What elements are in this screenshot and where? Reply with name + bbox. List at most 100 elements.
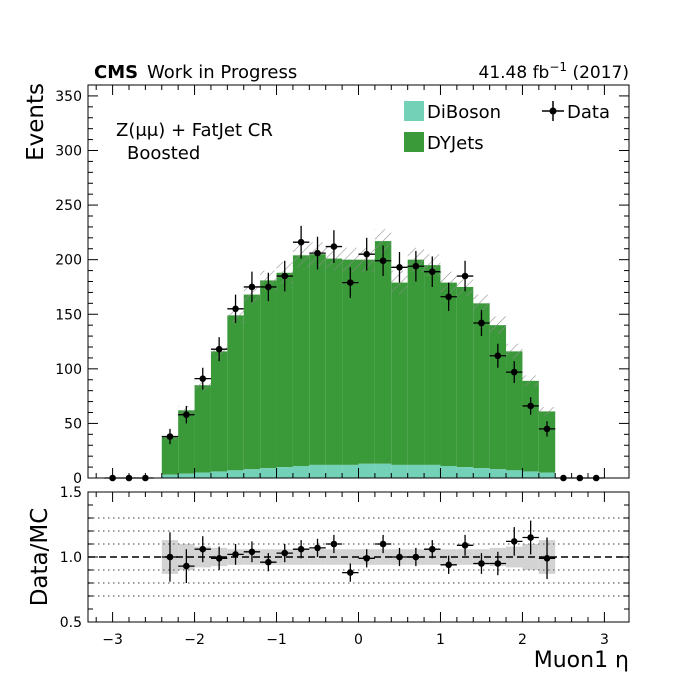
main-panel: 0 50 100 150 200 250 300 350 [55,84,630,487]
y-tick-label: 350 [55,89,82,105]
bar-dyjets [538,411,556,473]
ratio-point [396,553,403,561]
y-tick-label: 150 [55,307,82,323]
bar-dyjets [473,303,490,469]
legend-label-diboson: DiBoson [427,102,501,123]
bar-diboson [260,468,277,478]
bar-diboson [342,464,359,478]
ratio-point [183,562,190,570]
data-point [297,238,305,246]
ratio-uncertainty-band [342,549,359,565]
ratio-point [347,569,354,576]
bar-diboson [194,472,211,478]
bar-diboson [456,467,474,478]
x-tick-label: 0 [354,632,363,648]
bar-diboson [440,465,457,478]
bar-dyjets [161,436,179,475]
bar-dyjets [276,272,293,468]
data-point [347,279,354,286]
bar-diboson [309,464,326,478]
uncertainty-band [522,375,539,387]
ratio-point [445,561,452,569]
bar-diboson [178,473,195,478]
y-tick-label: 250 [55,198,82,214]
bar-dyjets [260,280,277,469]
data-point [396,264,403,271]
bar-dyjets [391,282,408,465]
ratio-point [330,540,338,548]
bar-dyjets [325,258,343,465]
y-tick-label: 200 [55,253,82,269]
bar-diboson [276,467,293,478]
bar-diboson [210,471,228,478]
ratio-y-axis-title: Data/MC [27,508,53,607]
ratio-point [199,545,207,553]
legend-label-data: Data [567,102,610,123]
data-point [527,402,534,410]
bar-dyjets [407,259,425,465]
data-point [478,319,485,327]
ratio-point [314,544,321,552]
lumi-label: 41.48 fb−1 (2017) [479,60,630,83]
x-tick-label: −1 [266,632,287,648]
x-tick-label: 1 [436,632,445,648]
lumi-exponent: −1 [549,60,567,74]
ratio-y-tick-label: 1.0 [60,550,82,566]
ratio-point [166,553,174,561]
bar-dyjets [227,315,244,471]
bar-diboson [489,469,507,478]
bar-diboson [424,464,441,478]
y-tick-label: 0 [73,471,82,487]
legend-swatch-diboson [404,101,424,121]
bar-dyjets [489,325,507,470]
region-sublabel: Boosted [127,143,200,164]
region-label: Z(μμ) + FatJet CR [116,120,273,141]
x-tick-label: −2 [184,632,205,648]
ratio-point [281,549,289,557]
ratio-point [527,534,534,541]
ratio-point [363,555,370,562]
legend-label-dyjets: DYJets [427,133,484,154]
uncertainty-band [538,407,556,416]
ratio-point [232,551,239,558]
bar-dyjets [506,351,523,471]
uncertainty-band [473,294,490,313]
x-tick-label: 2 [518,632,527,648]
data-point [248,283,256,291]
ratio-point [543,555,551,562]
data-point [379,257,387,265]
data-point [543,425,551,433]
bar-dyjets [374,241,392,464]
lumi-value: 41.48 fb [479,63,550,83]
x-tick-label: −3 [102,632,123,648]
ratio-panel: 0.5 1.0 1.5 −3 −2 −1 0 1 2 3 [60,485,630,648]
bar-dyjets [456,286,474,468]
data-point [183,411,190,418]
lumi-year: (2017) [567,63,629,83]
data-point [510,368,518,376]
bar-dyjets [194,385,211,473]
ratio-y-tick-label: 0.5 [60,615,82,631]
ratio-uncertainty-band [506,546,523,568]
ratio-point [248,548,256,556]
y-tick-label: 100 [55,362,82,378]
data-point [232,305,239,313]
bar-diboson [358,463,375,478]
data-point [281,272,289,280]
ratio-point [428,545,436,553]
bar-dyjets [210,351,228,472]
ratio-point [478,560,485,567]
bar-diboson [522,471,539,478]
data-point [265,283,272,291]
ratio-uncertainty-band [374,549,392,565]
bar-dyjets [424,265,441,465]
legend-swatch-dyjets [404,132,424,152]
legend: DiBoson DYJets Data [404,101,610,154]
bar-dyjets [243,294,261,470]
bar-diboson [538,472,556,478]
status-label: Work in Progress [147,62,297,83]
uncertainty-band [374,229,392,254]
x-tick-label: 3 [600,632,609,648]
ratio-point [510,538,518,545]
